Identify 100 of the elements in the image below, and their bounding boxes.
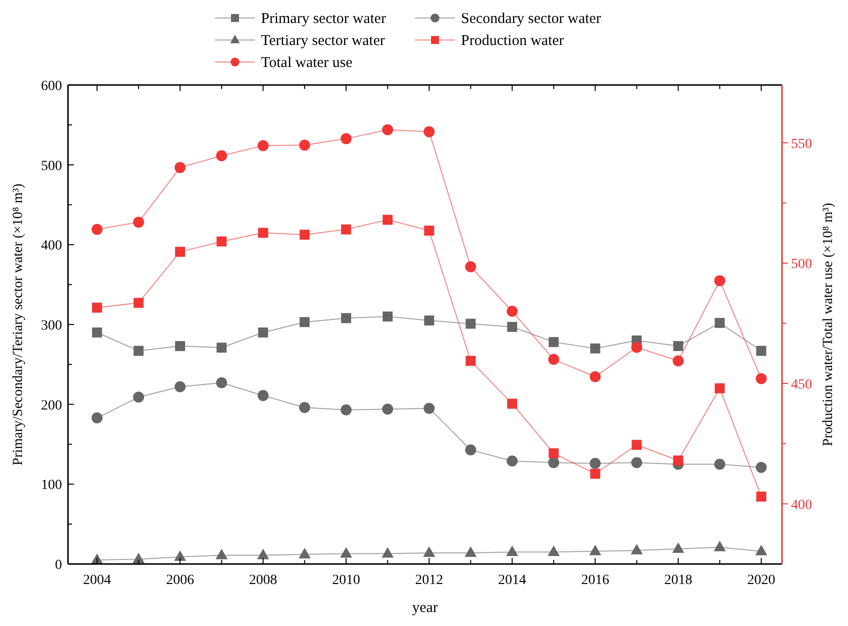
point [382, 547, 394, 558]
point [174, 550, 186, 561]
point [590, 458, 601, 469]
x-tick-label: 2012 [415, 573, 444, 588]
point [134, 346, 144, 356]
point [756, 346, 766, 356]
point [548, 337, 559, 348]
point [299, 140, 310, 151]
point [507, 322, 518, 332]
x-tick-label: 2006 [166, 573, 194, 588]
point [257, 548, 270, 560]
y2-tick-label: 400 [791, 498, 812, 513]
legend-label: Primary sector water [261, 11, 386, 27]
point [216, 236, 227, 246]
point [134, 298, 144, 308]
point [92, 224, 103, 235]
point [174, 381, 186, 392]
point [133, 216, 144, 228]
point [590, 468, 600, 479]
y2-tick-label: 550 [791, 136, 812, 152]
point [756, 462, 767, 473]
point [631, 457, 642, 468]
point [465, 261, 476, 272]
point [216, 377, 228, 388]
point [589, 544, 602, 556]
y2-tick-label: 500 [791, 257, 812, 272]
point [258, 140, 269, 152]
point [341, 313, 352, 324]
legend-label: Total water use [261, 55, 353, 71]
point [424, 126, 435, 138]
point [630, 544, 643, 554]
point [300, 230, 310, 240]
y-tick-label: 400 [41, 238, 62, 254]
x-tick-label: 2020 [747, 573, 776, 588]
x-axis-title: year [412, 600, 438, 616]
point [465, 444, 476, 456]
point [341, 224, 352, 234]
y-tick-label: 0 [55, 558, 62, 573]
legend-label: Tertiary sector water [261, 33, 385, 49]
point [548, 354, 560, 365]
y-tick-label: 200 [41, 398, 62, 414]
point [258, 228, 268, 238]
y-axis-title: Primary/Secondary/Teriary sector water (×10⁸ m³) [11, 183, 26, 466]
x-tick-label: 2016 [581, 573, 610, 588]
point [548, 448, 559, 458]
point [382, 312, 393, 322]
point [632, 440, 642, 450]
point [590, 343, 600, 354]
point [464, 546, 477, 557]
point [590, 371, 601, 382]
legend-label: Secondary sector water [461, 11, 601, 27]
point [216, 150, 228, 162]
point [175, 246, 186, 257]
x-tick-label: 2018 [664, 573, 692, 588]
point [466, 356, 476, 366]
legend-label: Production water [461, 33, 564, 49]
point [340, 547, 352, 558]
point [216, 342, 227, 353]
point [299, 402, 310, 414]
point [216, 548, 228, 560]
point [506, 546, 518, 556]
point [756, 492, 766, 502]
point [92, 412, 103, 424]
point [672, 542, 684, 553]
point [548, 546, 560, 556]
point [258, 390, 269, 402]
point [92, 327, 102, 338]
x-tick-label: 2008 [249, 573, 278, 588]
point [424, 226, 434, 236]
point [506, 306, 518, 317]
point [175, 341, 186, 352]
point [756, 373, 767, 384]
point [340, 133, 352, 144]
point [755, 544, 768, 556]
point [673, 341, 684, 352]
y-tick-label: 500 [41, 158, 62, 174]
point [174, 162, 186, 174]
y2-axis-title: Production water/Total water use (×10⁸ m³) [821, 202, 836, 446]
x-tick-label: 2004 [83, 573, 112, 588]
point [382, 214, 393, 225]
point [133, 392, 144, 403]
x-tick-label: 2014 [498, 573, 526, 588]
point [340, 404, 352, 416]
point [92, 302, 102, 313]
point [714, 458, 726, 470]
y-tick-label: 300 [41, 318, 62, 334]
point [672, 355, 684, 366]
point [714, 383, 725, 394]
point [714, 275, 726, 286]
point [382, 124, 394, 136]
point [300, 317, 310, 328]
y2-tick-label: 450 [791, 377, 812, 392]
point [258, 327, 268, 338]
y-tick-label: 600 [41, 79, 62, 94]
y-tick-label: 100 [41, 478, 62, 494]
point [382, 404, 394, 415]
point [424, 402, 435, 414]
point [714, 540, 726, 552]
point [714, 318, 725, 328]
point [507, 398, 518, 409]
